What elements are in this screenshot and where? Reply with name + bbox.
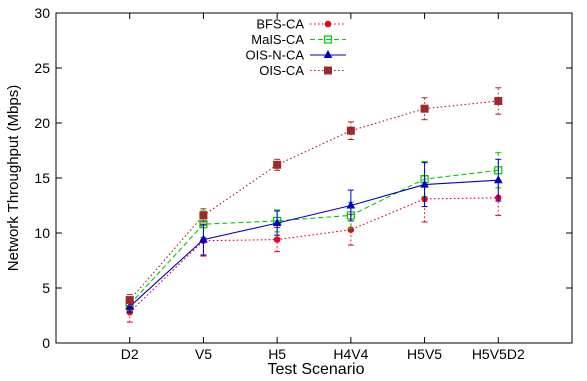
legend-marker-3 (324, 66, 332, 75)
data-point-2-1 (199, 234, 208, 243)
data-point-3-4 (420, 104, 429, 113)
data-point-2-2 (272, 218, 282, 227)
y-tick-label-0: 0 (42, 335, 50, 351)
series-2 (125, 158, 503, 313)
y-tick-label-6: 30 (34, 5, 50, 21)
legend-marker-2 (323, 49, 333, 58)
y-tick-label-2: 10 (34, 225, 50, 241)
data-point-3-1 (199, 211, 208, 220)
y-tick-label-5: 25 (34, 60, 50, 76)
data-point-3-3 (346, 126, 355, 135)
legend-label-2: OIS-N-CA (246, 48, 305, 63)
series-1 (125, 152, 503, 311)
data-point-3-5 (494, 97, 503, 105)
data-point-0-2 (273, 236, 281, 243)
series-line-3 (129, 100, 499, 301)
data-point-3-0 (125, 296, 134, 305)
x-tick-label-2: H5 (268, 346, 286, 362)
series-line-1 (129, 169, 499, 305)
y-tick-label-4: 20 (34, 115, 50, 131)
series-line-0 (129, 197, 499, 313)
legend-marker-0 (324, 20, 332, 28)
series-0 (126, 175, 502, 323)
x-tick-label-0: D2 (121, 346, 139, 362)
y-tick-label-3: 15 (34, 170, 50, 186)
plot-frame (55, 12, 573, 344)
data-point-3-2 (273, 160, 282, 169)
x-tick-label-1: V5 (195, 346, 212, 362)
series-line-2 (129, 179, 499, 308)
data-point-2-3 (346, 200, 356, 209)
data-point-2-5 (493, 175, 503, 184)
x-tick-label-4: H5V5 (407, 346, 442, 362)
x-tick-label-5: H5V5D2 (472, 346, 525, 362)
axes: 0 5 10 15 20 25 30 D2 V5 H5 H4V4 H5V5 H5V5D2 (34, 5, 573, 362)
x-tick-label-3: H4V4 (333, 346, 368, 362)
legend-marker-1 (323, 35, 333, 44)
x-axis-label: Test Scenario (268, 361, 365, 378)
y-tick-label-1: 5 (42, 280, 50, 296)
series-3 (125, 87, 503, 307)
data-point-2-4 (420, 179, 429, 188)
y-axis-label: Network Throughput (Mbps) (5, 85, 22, 271)
legend-label-0: BFS-CA (256, 17, 304, 32)
legend-label-1: MaIS-CA (251, 32, 304, 47)
series-layer (125, 87, 503, 323)
legend-label-3: OIS-CA (259, 63, 304, 78)
